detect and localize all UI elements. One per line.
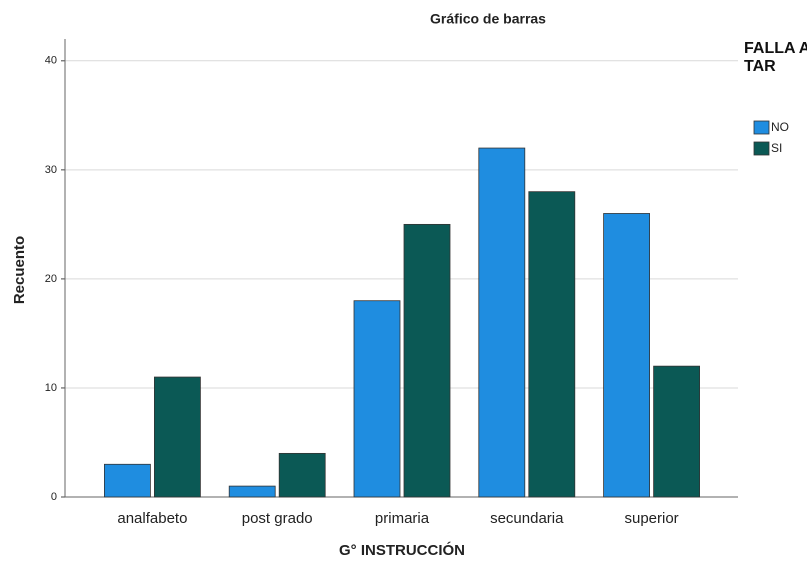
legend-title: FALLA A TAR <box>744 40 807 75</box>
bar <box>478 147 526 498</box>
x-tick-label: primaria <box>375 510 430 527</box>
x-axis-label: G° INSTRUCCIÓN <box>339 541 465 559</box>
bar <box>528 191 576 498</box>
y-tick-label: 0 <box>51 491 57 503</box>
legend-label: SI <box>771 141 782 155</box>
y-tick-label: 20 <box>45 273 57 285</box>
legend-swatch <box>753 120 770 135</box>
x-tick-label: superior <box>624 510 678 527</box>
bar <box>278 452 326 498</box>
y-axis-label: Recuento <box>11 236 28 304</box>
x-tick-label: post grado <box>242 510 313 527</box>
bar <box>653 365 700 498</box>
x-tick-label: secundaria <box>490 510 564 527</box>
bar <box>228 485 276 498</box>
y-tick-label: 30 <box>45 164 57 176</box>
bar <box>153 376 201 498</box>
chart-title: Gráfico de barras <box>430 11 546 27</box>
bar <box>353 300 401 498</box>
y-tick-label: 40 <box>45 55 57 67</box>
bar <box>403 223 451 498</box>
x-tick-label: analfabeto <box>117 510 187 527</box>
legend-label: NO <box>771 120 789 134</box>
legend-swatch <box>753 141 770 156</box>
y-tick-label: 10 <box>45 382 57 394</box>
bar <box>104 463 151 498</box>
bar <box>603 213 650 498</box>
